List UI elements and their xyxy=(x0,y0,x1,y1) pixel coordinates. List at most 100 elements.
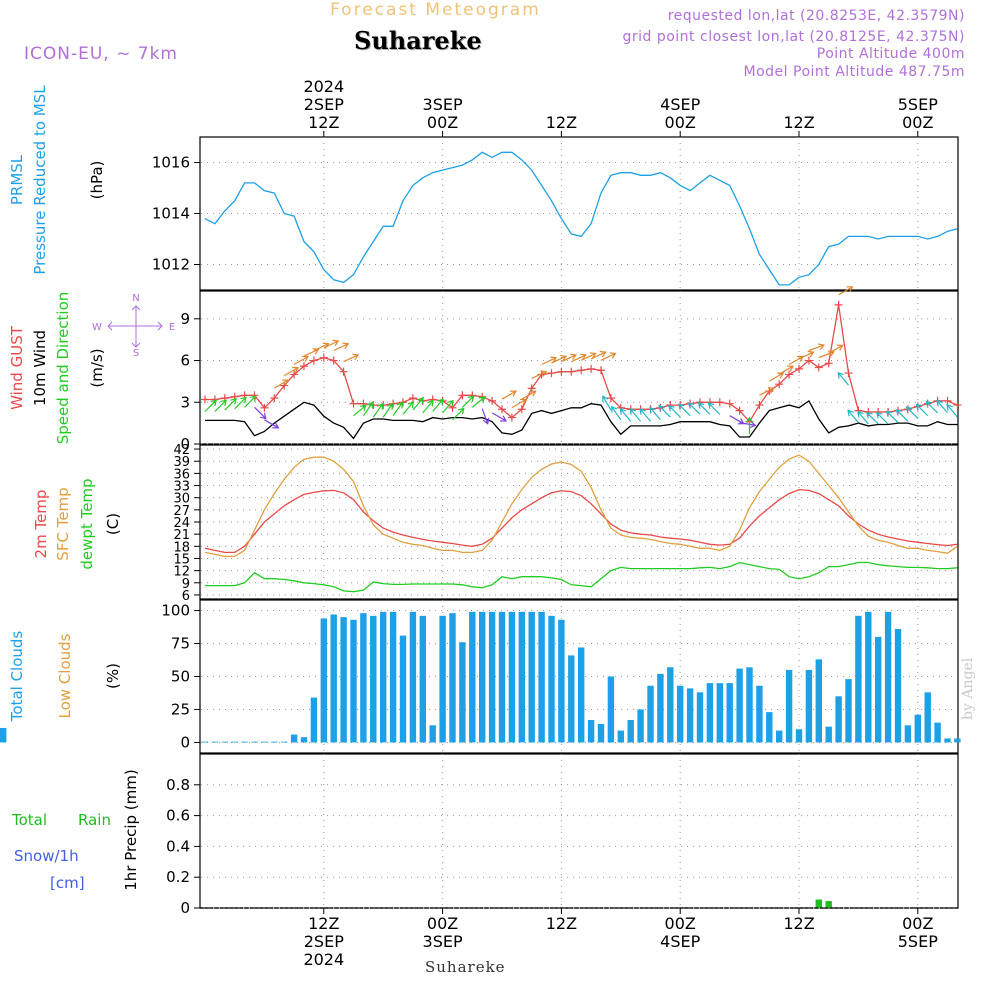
bar xyxy=(875,636,882,743)
data-point xyxy=(844,369,853,378)
bar xyxy=(498,611,506,743)
time-label-bottom: 2SEP xyxy=(304,932,344,951)
chart-title: Forecast Meteogram xyxy=(330,0,541,20)
time-label-top: 00Z xyxy=(665,113,696,132)
bar xyxy=(360,613,367,743)
data-point xyxy=(339,367,348,376)
bar xyxy=(508,611,516,743)
compass-n: N xyxy=(132,293,139,304)
data-point xyxy=(389,399,398,408)
bar xyxy=(766,712,773,743)
data-point xyxy=(517,405,526,414)
wind-arrow xyxy=(551,355,568,364)
data-point xyxy=(587,364,596,373)
wind-arrow xyxy=(895,409,909,422)
time-label-bottom: 00Z xyxy=(427,914,458,933)
y-tick-label: 18 xyxy=(173,540,190,555)
wind-arrow xyxy=(798,350,815,360)
bar xyxy=(488,611,496,743)
wind-arrow xyxy=(905,406,919,419)
data-point xyxy=(755,401,764,410)
bar xyxy=(538,611,545,743)
data-point xyxy=(785,370,794,379)
wind-arrow xyxy=(946,403,958,418)
y-axis-label: Snow/1h xyxy=(14,847,79,865)
bar xyxy=(201,741,209,743)
wind-arrow xyxy=(264,419,280,429)
wind-arrow xyxy=(283,366,300,377)
wind-arrow xyxy=(422,399,434,414)
y-axis-label: PRMSL xyxy=(8,154,26,205)
wind-arrow xyxy=(531,370,548,379)
series-line xyxy=(204,151,958,286)
bar xyxy=(587,720,595,743)
data-point xyxy=(557,367,566,376)
data-point xyxy=(814,363,823,372)
wind-arrow xyxy=(471,396,486,408)
data-point xyxy=(775,380,784,389)
time-label-top: 12Z xyxy=(783,113,814,132)
y-axis-label: (hPa) xyxy=(88,161,106,200)
y-tick-label: 0.4 xyxy=(166,837,190,855)
bar xyxy=(271,741,278,743)
bar xyxy=(0,727,7,743)
y-tick-label: 6 xyxy=(182,589,190,604)
wind-arrow xyxy=(629,408,642,422)
wind-arrow xyxy=(303,348,320,357)
wind-arrow xyxy=(658,404,671,418)
data-point xyxy=(824,359,833,368)
compass-w: W xyxy=(92,322,102,333)
wind-arrow xyxy=(707,402,721,415)
wind-arrow xyxy=(759,387,775,396)
wind-arrow xyxy=(885,410,899,424)
y-axis-label: (m/s) xyxy=(88,348,106,387)
y-axis-label: Rain xyxy=(78,811,111,829)
time-label-bottom: 00Z xyxy=(902,914,933,933)
bar xyxy=(686,688,694,743)
y-tick-label: 0.6 xyxy=(166,807,190,825)
data-point xyxy=(834,300,843,309)
bar xyxy=(716,683,723,743)
compass-e: E xyxy=(169,322,175,333)
series-line xyxy=(204,488,958,554)
wind-arrow xyxy=(828,344,844,354)
panel-temperature xyxy=(194,444,959,600)
wind-arrow xyxy=(639,408,651,422)
bar xyxy=(439,615,446,743)
wind-arrow xyxy=(382,402,394,418)
y-tick-label: 0.2 xyxy=(166,868,190,886)
bar xyxy=(785,669,793,743)
bar xyxy=(380,611,387,743)
wind-arrow xyxy=(590,350,607,360)
series-line xyxy=(205,561,958,593)
wind-arrow xyxy=(778,365,795,375)
bar xyxy=(637,709,644,743)
wind-arrow xyxy=(521,390,537,400)
wind-arrow xyxy=(224,397,237,411)
data-point xyxy=(260,403,269,412)
data-point xyxy=(804,356,813,365)
y-tick-label: 36 xyxy=(173,467,190,482)
wind-arrow xyxy=(412,396,424,411)
bar xyxy=(221,741,228,743)
data-point xyxy=(795,364,803,373)
wind-arrow xyxy=(442,399,454,414)
bar xyxy=(597,723,605,743)
data-point xyxy=(606,394,615,403)
y-tick-label: 0.8 xyxy=(166,776,190,794)
bar xyxy=(647,685,654,743)
bar xyxy=(944,738,951,743)
model-label: ICON-EU, ~ 7km xyxy=(24,44,178,64)
bar xyxy=(261,741,268,743)
y-tick-label: 24 xyxy=(173,516,190,531)
y-axis-label: (%) xyxy=(104,663,122,689)
wind-arrow xyxy=(866,411,879,425)
compass-s: S xyxy=(133,348,139,359)
data-point xyxy=(300,362,308,371)
data-point xyxy=(507,413,516,422)
data-point xyxy=(290,370,299,379)
y-tick-label: 100 xyxy=(161,602,190,620)
y-tick-label: 15 xyxy=(173,552,190,567)
wind-arrow xyxy=(274,379,290,389)
data-point xyxy=(201,395,209,404)
